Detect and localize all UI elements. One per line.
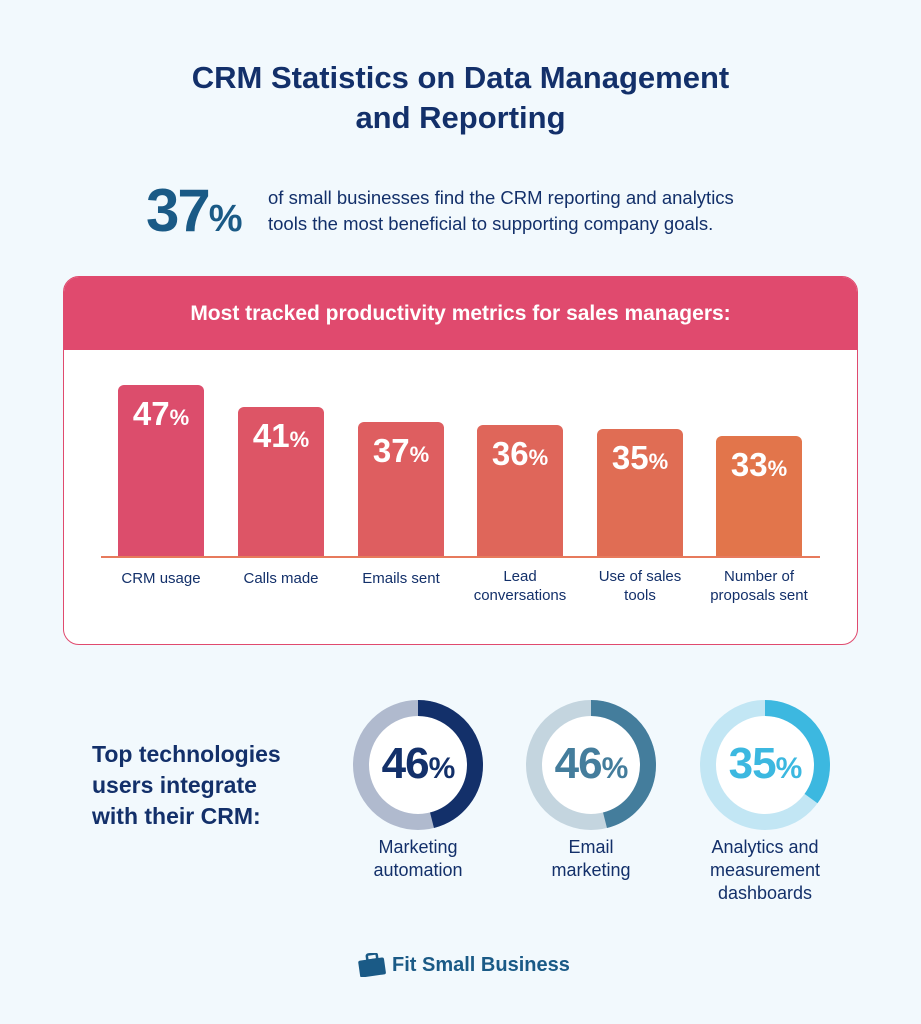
- bar-category-label: Calls made: [243, 570, 319, 587]
- donut-chart: 46%: [352, 699, 484, 831]
- bar: [597, 428, 683, 557]
- bar: [238, 406, 324, 557]
- headline-stat-value: 37%: [146, 177, 243, 244]
- bar-category-label: Emails sent: [362, 570, 440, 587]
- bar: [477, 425, 563, 557]
- bar: [118, 384, 204, 557]
- bar-value-label: 47%: [132, 394, 190, 432]
- donut-value-label: 46%: [381, 739, 456, 788]
- bar-value-label: 37%: [372, 431, 430, 469]
- brand-logo: Fit Small Business: [358, 953, 570, 977]
- donut-chart: 46%: [525, 699, 657, 831]
- donut-value-label: 46%: [554, 739, 629, 788]
- x-axis-line: [101, 556, 820, 558]
- donut-category-label: Email marketing: [551, 837, 631, 880]
- bar: [358, 421, 444, 557]
- bar-category-label: CRM usage: [121, 570, 201, 587]
- briefcase-icon: [358, 953, 386, 977]
- bar: [716, 436, 802, 557]
- bar-value-label: 41%: [252, 416, 310, 454]
- donut-chart: 35%: [699, 699, 831, 831]
- donut-category-label: Marketing automation: [373, 837, 463, 880]
- donut-segment: [353, 700, 483, 830]
- donut-value-label: 35%: [728, 739, 803, 788]
- bar-value-label: 36%: [491, 435, 549, 473]
- donut-segment: [526, 700, 656, 830]
- donut-category-label: Analytics and measurement dashboards: [709, 837, 821, 903]
- bar-chart-title: Most tracked productivity metrics for sa…: [64, 277, 857, 350]
- bar-category-label: Use of sales tools: [598, 568, 682, 604]
- bar-category-label: Number of proposals sent: [710, 568, 808, 604]
- headline-stat-text: of small businesses find the CRM reporti…: [268, 187, 734, 234]
- bar-category-label: Lead conversations: [473, 568, 567, 604]
- bar-value-label: 35%: [611, 438, 669, 476]
- page-title: CRM Statistics on Data Management and Rep…: [191, 60, 730, 135]
- bar-value-label: 33%: [730, 446, 788, 484]
- technologies-heading: Top technologies users integrate with th…: [92, 741, 281, 829]
- donut-segment: [700, 700, 830, 830]
